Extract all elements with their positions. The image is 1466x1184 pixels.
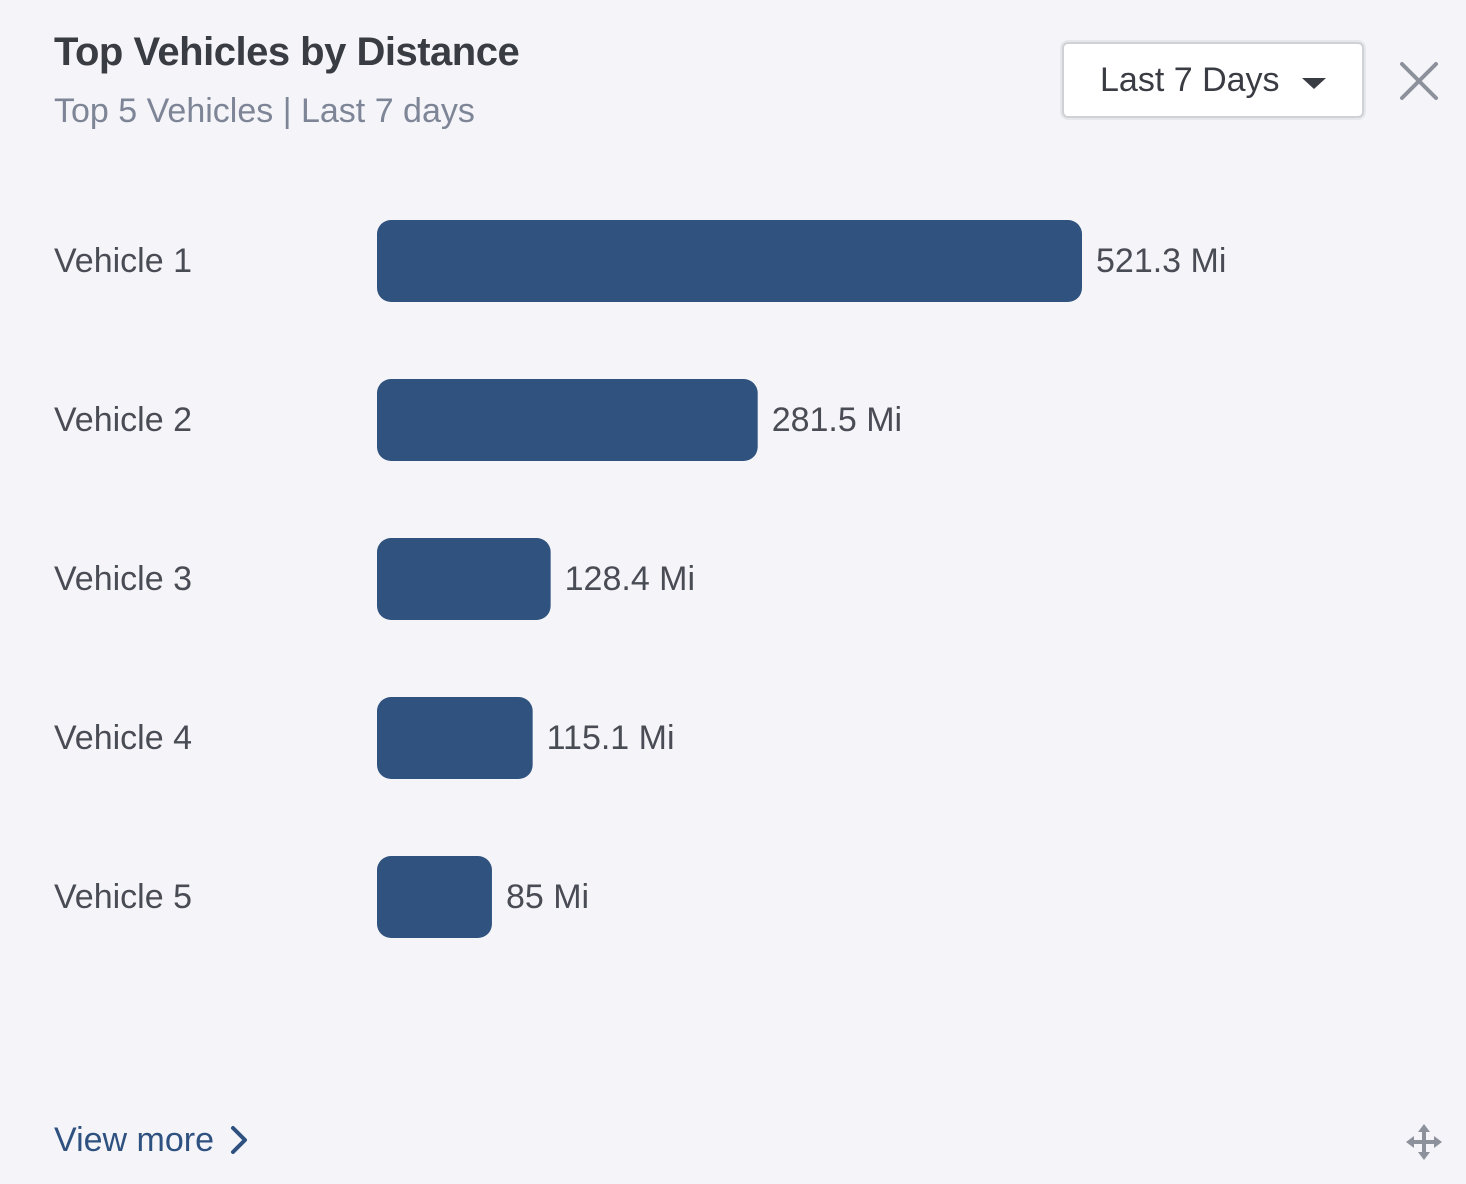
move-handle[interactable] (1404, 1122, 1444, 1162)
chevron-right-icon (231, 1126, 247, 1154)
date-range-selected-value: Last 7 Days (1100, 60, 1280, 99)
distance-bar (377, 220, 1082, 302)
distance-value-label: 281.5 Mi (772, 401, 902, 439)
vehicle-label: Vehicle 3 (54, 560, 192, 598)
view-more-label: View more (54, 1120, 214, 1159)
move-icon (1406, 1124, 1442, 1160)
date-range-select[interactable]: Last 7 Days (1062, 42, 1364, 118)
distance-value-label: 128.4 Mi (565, 560, 695, 598)
vehicle-label: Vehicle 1 (54, 242, 192, 280)
distance-value-label: 521.3 Mi (1096, 242, 1226, 280)
card-subtitle: Top 5 Vehicles | Last 7 days (54, 92, 475, 130)
vehicle-label: Vehicle 2 (54, 401, 192, 439)
distance-bar (377, 379, 758, 461)
close-button[interactable] (1396, 58, 1442, 104)
card-title: Top Vehicles by Distance (54, 30, 520, 74)
view-more-link[interactable]: View more (54, 1118, 250, 1162)
close-icon (1400, 62, 1438, 100)
distance-value-label: 115.1 Mi (547, 719, 675, 757)
distance-bar (377, 697, 533, 779)
vehicle-label: Vehicle 4 (54, 719, 192, 757)
distance-bar (377, 538, 551, 620)
distance-bar (377, 856, 492, 938)
vehicle-label: Vehicle 5 (54, 878, 192, 916)
caret-down-icon (1302, 78, 1326, 89)
distance-value-label: 85 Mi (506, 878, 589, 916)
